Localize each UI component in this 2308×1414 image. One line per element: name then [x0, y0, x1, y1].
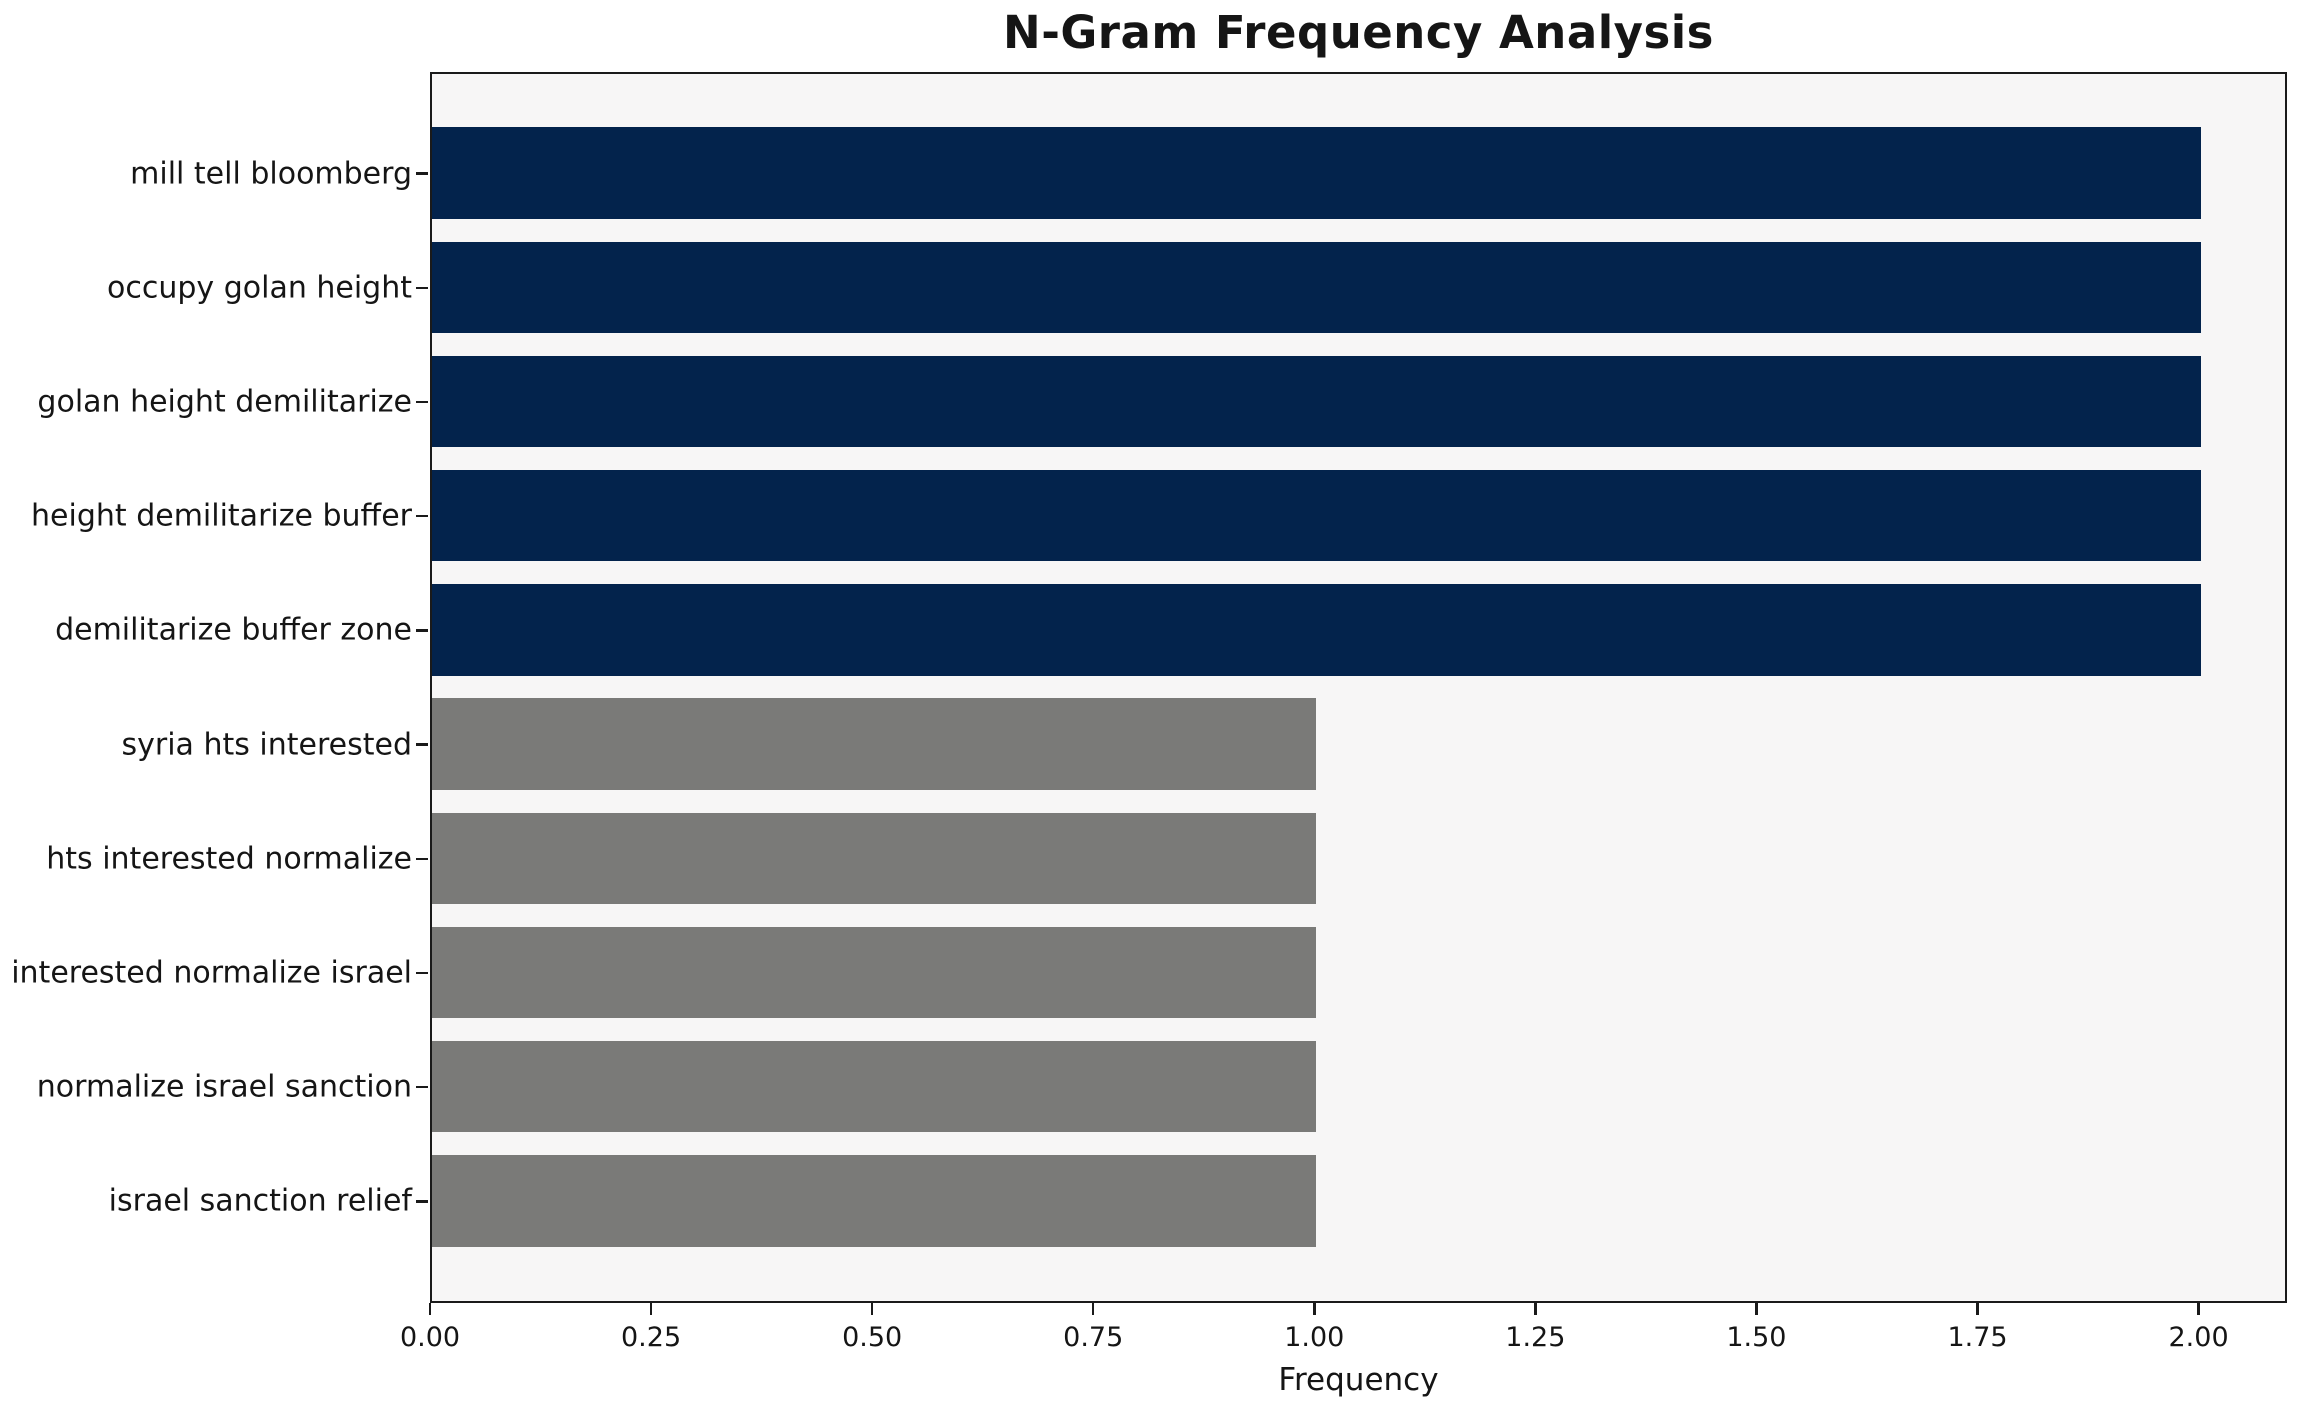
- x-tick-mark: [2197, 1303, 2200, 1315]
- y-tick-mark: [416, 1200, 428, 1203]
- plot-area: [430, 72, 2287, 1303]
- y-tick-label: hts interested normalize: [46, 841, 412, 877]
- x-tick-label: 1.75: [1947, 1322, 2008, 1353]
- x-tick-label: 0.00: [399, 1322, 461, 1353]
- x-tick-mark: [1976, 1303, 1979, 1315]
- x-tick-mark: [649, 1303, 653, 1315]
- y-tick-label: syria hts interested: [121, 727, 412, 763]
- bar-height-demilitarize-buffer: [432, 470, 2201, 562]
- y-tick-label: mill tell bloomberg: [130, 156, 412, 192]
- y-tick-mark: [416, 286, 428, 290]
- x-tick-label: 0.25: [621, 1322, 682, 1353]
- y-tick-label: demilitarize buffer zone: [55, 612, 412, 648]
- bar-hts-interested-normalize: [432, 812, 1317, 904]
- y-tick-label: israel sanction relief: [108, 1183, 412, 1219]
- bar-mill-tell-bloomberg: [432, 127, 2201, 219]
- bar-interested-normalize-israel: [432, 926, 1317, 1019]
- x-tick-mark: [870, 1303, 874, 1315]
- bar-demilitarize-buffer-zone: [432, 584, 2201, 676]
- bar-normalize-israel-sanction: [432, 1040, 1317, 1133]
- y-tick-mark: [416, 172, 428, 175]
- x-tick-mark: [1313, 1303, 1316, 1315]
- y-tick-mark: [416, 1085, 428, 1089]
- y-tick-mark: [416, 514, 428, 518]
- bar-golan-height-demilitarize: [432, 355, 2201, 448]
- x-axis-label: Frequency: [1278, 1362, 1439, 1398]
- bar-israel-sanction-relief: [432, 1155, 1317, 1247]
- x-tick-mark: [1534, 1303, 1537, 1315]
- y-tick-label: interested normalize israel: [11, 955, 412, 991]
- x-tick-label: 0.75: [1063, 1322, 1124, 1353]
- y-tick-mark: [416, 400, 428, 404]
- y-tick-mark: [416, 857, 428, 861]
- x-tick-mark: [428, 1303, 432, 1315]
- chart-title: N-Gram Frequency Analysis: [1003, 6, 1714, 59]
- y-tick-label: occupy golan height: [107, 270, 412, 306]
- bar-syria-hts-interested: [432, 698, 1317, 790]
- x-tick-label: 1.00: [1284, 1322, 1345, 1353]
- x-tick-label: 1.25: [1505, 1322, 1566, 1353]
- x-tick-mark: [1755, 1303, 1758, 1315]
- x-tick-label: 0.50: [842, 1322, 903, 1353]
- x-tick-label: 1.50: [1726, 1322, 1787, 1353]
- x-tick-label: 2.00: [2168, 1322, 2229, 1353]
- x-tick-mark: [1091, 1303, 1095, 1315]
- y-tick-mark: [416, 629, 428, 632]
- y-tick-label: height demilitarize buffer: [31, 498, 412, 534]
- y-tick-mark: [416, 971, 428, 975]
- y-tick-mark: [416, 743, 428, 746]
- y-tick-label: normalize israel sanction: [36, 1069, 412, 1105]
- y-tick-label: golan height demilitarize: [37, 384, 412, 420]
- bar-occupy-golan-height: [432, 241, 2201, 333]
